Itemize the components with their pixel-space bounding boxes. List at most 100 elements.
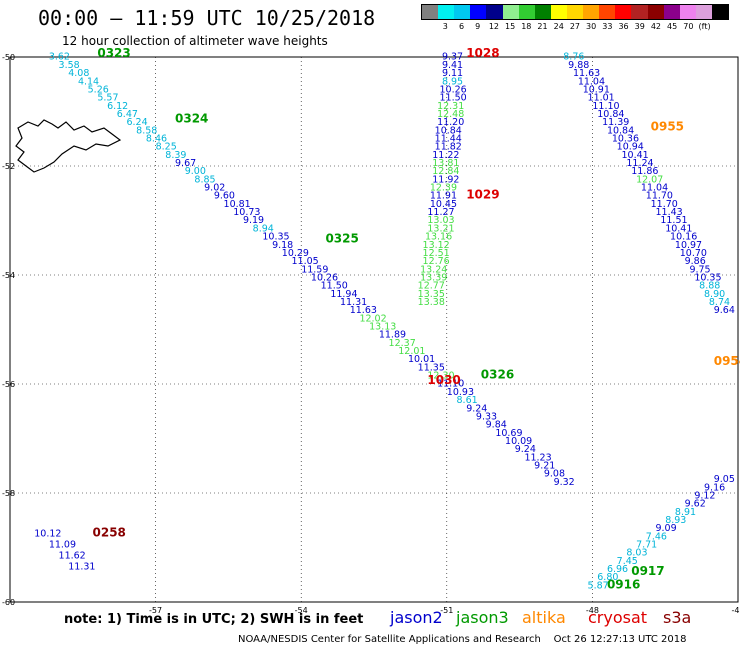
wave-height-value: 11.50	[321, 281, 348, 292]
color-scale-tick-label: 12	[488, 22, 499, 31]
wave-height-value: 12.02	[359, 313, 386, 324]
wave-height-value: 10.29	[282, 248, 309, 259]
track-time-label: 1029	[466, 188, 499, 202]
longitude-tick-label: -48	[586, 606, 599, 615]
wave-height-value: 12.39	[430, 183, 457, 194]
wave-height-value: 3.62	[49, 52, 70, 63]
wave-height-value: 11.04	[578, 76, 605, 87]
wave-height-value: 10.84	[607, 125, 634, 136]
wave-height-value: 11.27	[427, 207, 454, 218]
wave-height-value: 8.03	[626, 548, 647, 559]
wave-height-value: 10.09	[505, 436, 532, 447]
wave-height-value: 11.70	[646, 191, 673, 202]
color-scale-swatch	[679, 5, 696, 19]
wave-height-value: 10.16	[670, 232, 697, 243]
wave-height-value: 8.25	[156, 142, 177, 153]
wave-height-value: 12.84	[432, 166, 459, 177]
wave-height-value: 9.09	[655, 523, 676, 534]
track-time-label: 0324	[175, 111, 208, 125]
wave-height-value: 12.30	[427, 371, 454, 382]
wave-height-value: 8.95	[442, 76, 463, 87]
wave-height-value: 11.23	[524, 452, 551, 463]
wave-height-value: 6.80	[597, 572, 618, 583]
wave-height-value: 13.81	[432, 158, 459, 169]
color-scale-tick-label: 36	[618, 22, 629, 31]
wave-height-value: 11.62	[59, 550, 86, 561]
wave-height-value: 11.24	[626, 158, 653, 169]
color-scale-swatch	[486, 5, 503, 19]
longitude-tick-label: -45	[731, 606, 740, 615]
wave-height-value: 13.16	[425, 232, 452, 243]
longitude-tick-label: -57	[149, 606, 162, 615]
wave-height-value: 8.85	[194, 174, 215, 185]
color-scale-tick-label: 70	[683, 22, 694, 31]
track-time-label: 0258	[93, 526, 126, 540]
wave-height-value: 9.24	[515, 444, 536, 455]
latitude-tick-label: -50	[2, 53, 15, 62]
wave-height-value: 11.44	[435, 133, 462, 144]
satellite-legend-item: altika	[522, 608, 566, 627]
wave-height-value: 10.35	[262, 232, 289, 243]
wave-height-value: 6.12	[107, 101, 128, 112]
wave-height-value: 8.61	[457, 395, 478, 406]
color-scale-tick-label: 6	[458, 22, 465, 31]
wave-height-value: 9.86	[685, 256, 706, 267]
wave-height-value: 9.02	[204, 183, 225, 194]
wave-height-value: 8.91	[675, 507, 696, 518]
falkland-islands-coastline	[15, 119, 122, 173]
map-frame	[9, 56, 739, 603]
color-scale-tick-label: (ft)	[698, 22, 711, 31]
wave-height-value: 9.24	[466, 403, 487, 414]
wave-height-value: 13.03	[427, 215, 454, 226]
track-time-label: 0955	[651, 120, 684, 134]
color-scale-swatch	[631, 5, 648, 19]
wave-height-value: 7.46	[646, 531, 667, 542]
wave-height-value: 11.94	[330, 289, 357, 300]
wave-height-value: 11.43	[655, 207, 682, 218]
wave-height-value: 13.39	[420, 272, 447, 283]
wave-height-value: 11.59	[301, 264, 328, 275]
wave-height-value: 10.12	[34, 529, 61, 540]
wave-height-value: 12.77	[418, 281, 445, 292]
wave-height-value: 10.45	[430, 199, 457, 210]
wave-height-value: 11.50	[440, 93, 467, 104]
wave-height-value: 10.93	[447, 387, 474, 398]
color-scale-tick-label: 24	[553, 22, 564, 31]
latitude-tick-label: -52	[2, 162, 15, 171]
wave-height-value: 10.73	[233, 207, 260, 218]
color-scale-tick-label: 18	[521, 22, 532, 31]
wave-height-value: 8.39	[165, 150, 186, 161]
wave-height-value: 6.96	[607, 564, 628, 575]
wave-height-value: 10.01	[408, 354, 435, 365]
wave-height-value: 9.00	[185, 166, 206, 177]
wave-height-value: 10.41	[622, 150, 649, 161]
color-scale-swatch	[502, 5, 519, 19]
wave-height-value: 13.35	[418, 289, 445, 300]
color-scale-swatch	[599, 5, 616, 19]
wave-height-value: 11.22	[432, 150, 459, 161]
wave-height-value: 6.47	[117, 109, 138, 120]
wave-height-value: 12.07	[636, 174, 663, 185]
wave-height-value: 8.94	[253, 223, 274, 234]
wave-height-value: 10.35	[694, 272, 721, 283]
color-scale-swatch	[583, 5, 600, 19]
color-scale-swatch	[647, 5, 664, 19]
credit-line: NOAA/NESDIS Center for Satellite Applica…	[238, 634, 687, 645]
color-scale-swatch	[711, 5, 729, 19]
wave-height-value: 12.76	[423, 256, 450, 267]
wave-height-value: 12.48	[437, 109, 464, 120]
wave-height-value: 11.86	[631, 166, 658, 177]
wave-height-value: 9.11	[442, 68, 463, 79]
wave-height-value: 11.91	[430, 191, 457, 202]
wave-height-value: 11.39	[602, 117, 629, 128]
color-scale-tick-label: 42	[650, 22, 662, 31]
wave-height-value: 9.84	[486, 420, 507, 431]
color-scale: 3 6 9 12 15 18 21 24 27 30 33 36 39 42 45 70 (ft)	[421, 4, 729, 31]
wave-height-value: 8.58	[136, 125, 157, 136]
color-scale-tick-label: 30	[586, 22, 597, 31]
wave-height-value: 7.71	[636, 540, 657, 551]
color-scale-swatch	[695, 5, 712, 19]
wave-height-value: 10.26	[440, 84, 467, 95]
track-time-label: 1030	[427, 373, 460, 387]
